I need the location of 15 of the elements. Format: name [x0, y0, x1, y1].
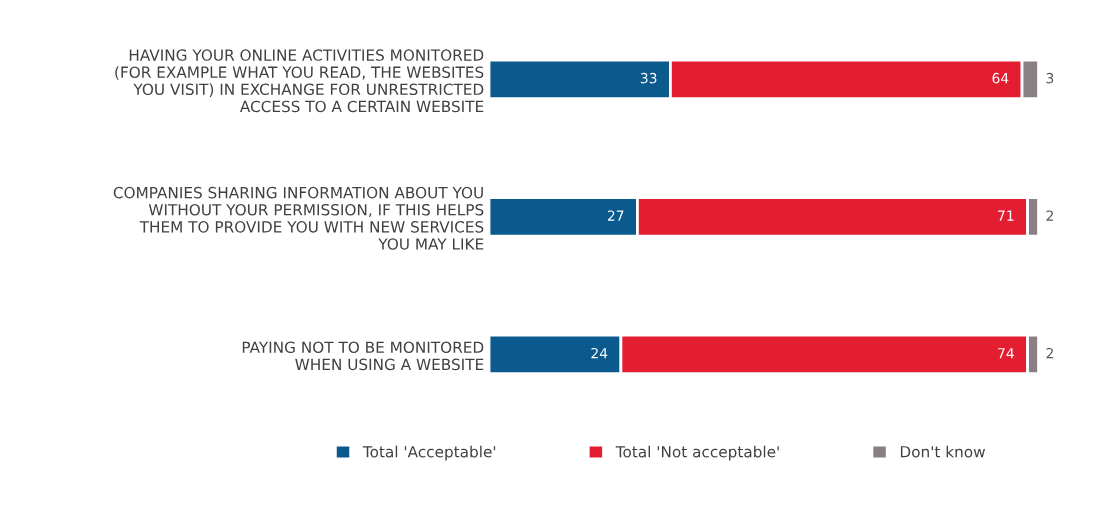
data-label: 71 [998, 210, 1014, 221]
data-label: 24 [591, 347, 608, 359]
data-label: 2 [1046, 347, 1053, 359]
data-label: 27 [607, 210, 624, 221]
data-label: 33 [640, 72, 657, 84]
y-tick-label: PAYING NOT TO BE MONITORED WHEN USING A WEBSITE [242, 341, 484, 371]
y-tick-label: COMPANIES SHARING INFORMATION ABOUT YOU WITHOUT YOUR PERMISSION, IF THIS HELPS THEM TO PROVIDE YOU WITH NEW SERVICES YOU MAY LIKE [113, 186, 484, 250]
data-label: 2 [1046, 210, 1053, 221]
data-label: 3 [1046, 72, 1054, 84]
legend-label: Don't know [900, 445, 985, 458]
y-tick-label: HAVING YOUR ONLINE ACTIVITIES MONITORED (FOR EXAMPLE WHAT YOU READ, THE WEBSITES YOU VISIT) IN EXCHANGE FOR UNRESTRICTED ACCESS TO A CERTAIN WEBSITE [115, 49, 484, 113]
data-label: 74 [998, 348, 1014, 359]
legend-label: Total 'Acceptable' [362, 445, 496, 461]
data-label: 64 [992, 72, 1009, 84]
legend-label: Total 'Not acceptable' [615, 445, 779, 461]
